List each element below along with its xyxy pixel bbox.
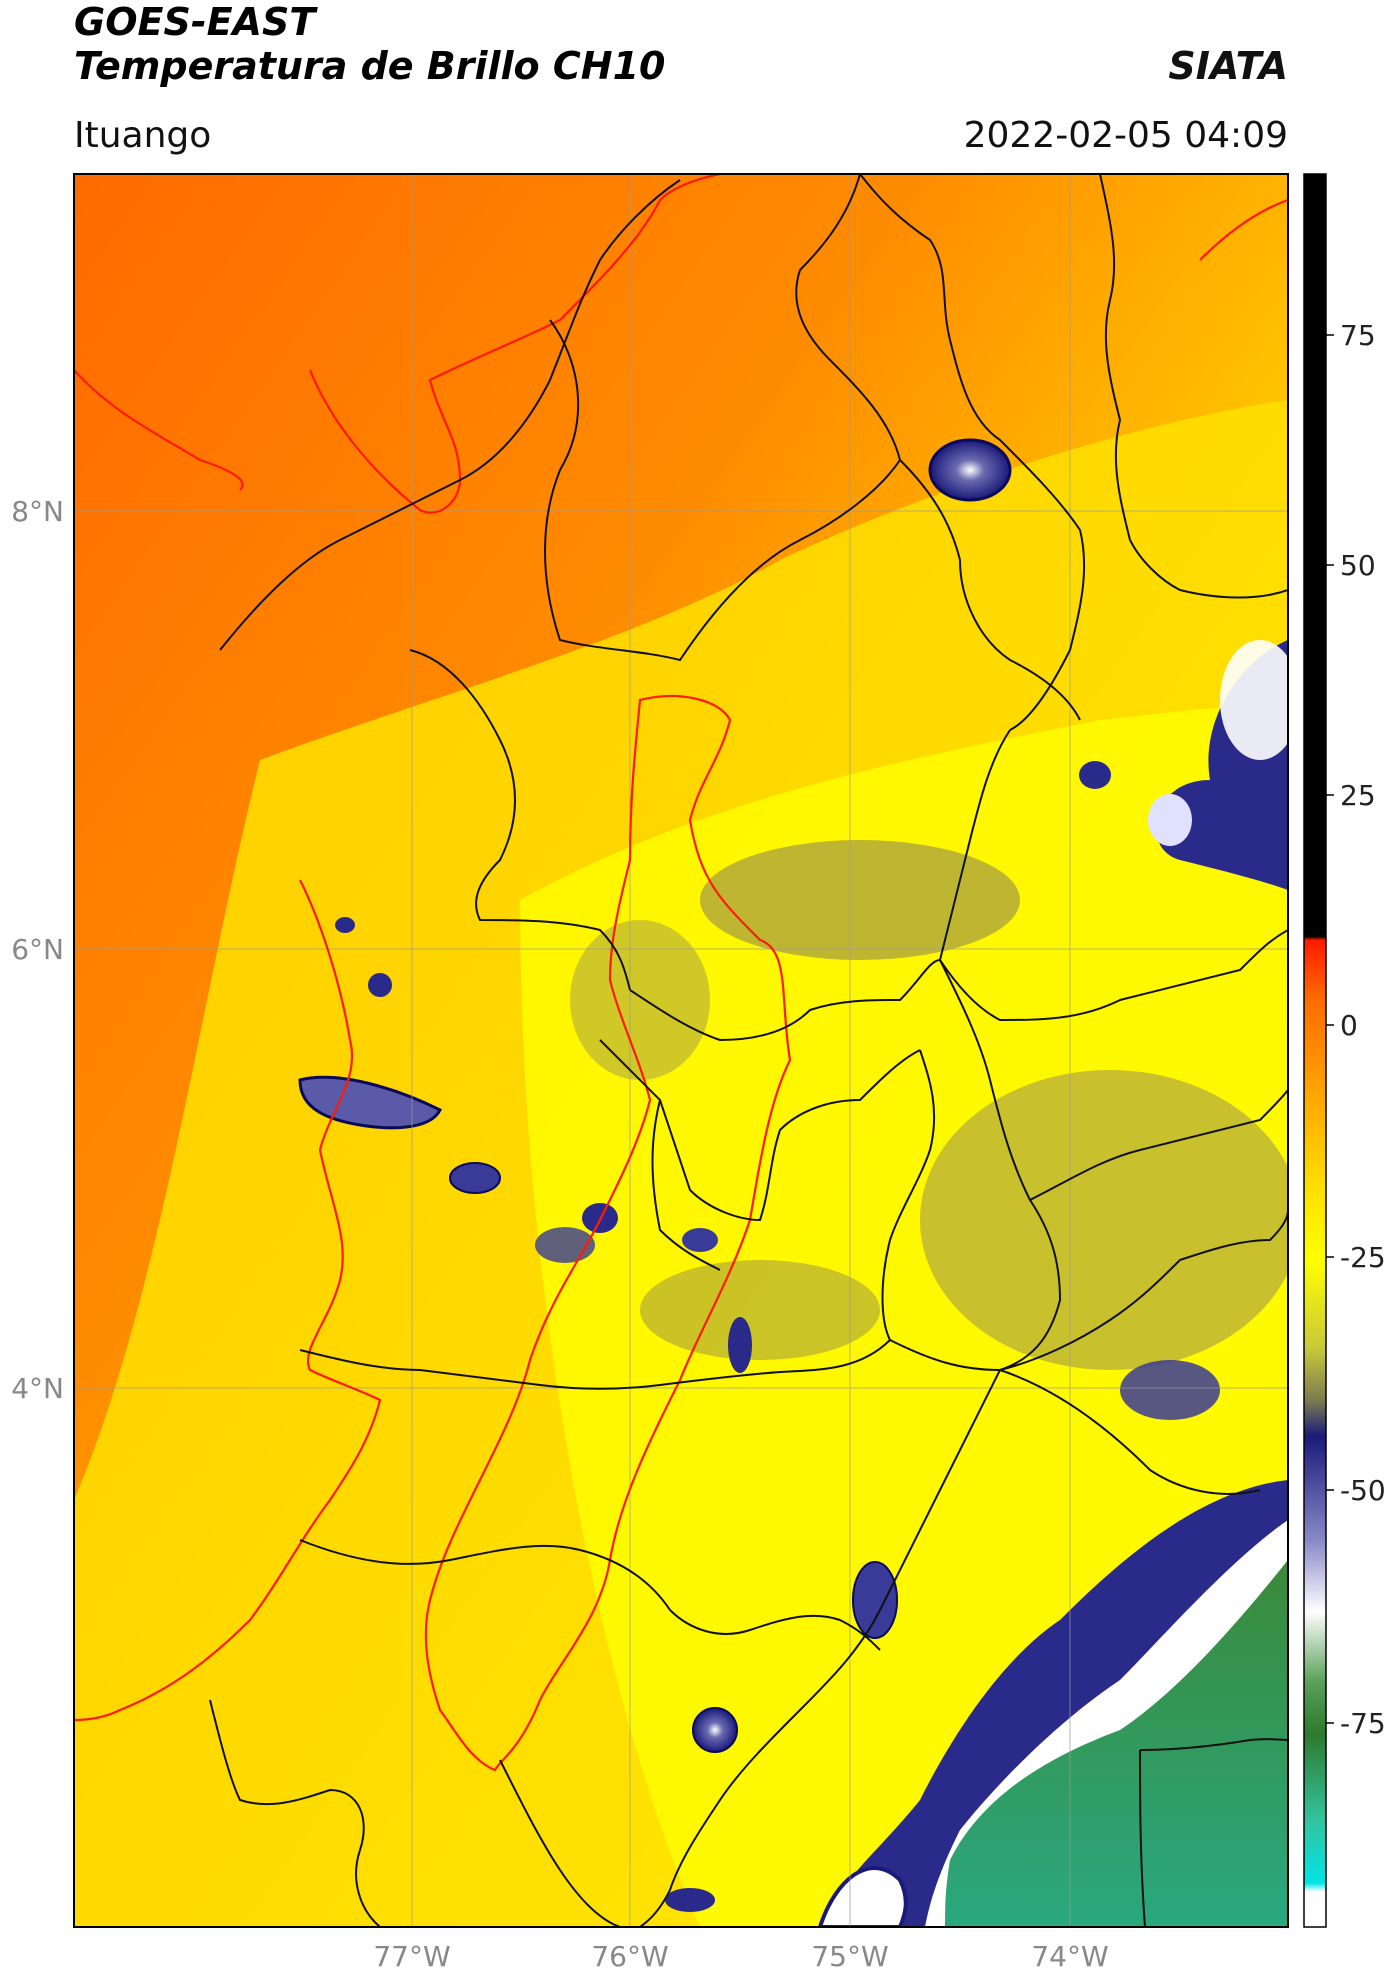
storm-cell (665, 1888, 715, 1912)
graticule (74, 174, 1288, 1927)
lon-tick-label: 76°W (591, 1940, 668, 1973)
storm-cell (368, 973, 392, 997)
colorbar-tick-label: -25 (1340, 1241, 1384, 1274)
storm-cell (692, 1707, 738, 1753)
cold-cloud-core (1220, 640, 1288, 760)
product-subtitle: Temperatura de Brillo CH10 (74, 44, 666, 88)
coastline (74, 174, 1288, 1772)
lat-tick-label: 6°N (11, 933, 64, 966)
olive-patch (640, 1260, 880, 1360)
colorbar-tick-label: 0 (1340, 1009, 1358, 1042)
product-title: GOES-EAST (74, 0, 316, 44)
cold-cloud-core (1148, 794, 1192, 846)
colorbar (1303, 173, 1327, 1928)
storm-cell (449, 1162, 501, 1194)
organization-label: SIATA (1168, 44, 1288, 88)
colorbar-tick-label: 75 (1340, 319, 1376, 352)
plot-frame (73, 173, 1289, 1928)
lon-tick-label: 74°W (1031, 1940, 1108, 1973)
lat-tick-label: 8°N (11, 495, 64, 528)
colorbar-tick-label: 50 (1340, 549, 1376, 582)
storm-cell (1120, 1360, 1220, 1420)
colorbar-tick-label: -50 (1340, 1474, 1384, 1507)
storm-cell (335, 917, 355, 933)
admin-boundaries (209, 174, 1288, 1927)
storm-cell (682, 1228, 718, 1252)
lon-tick-label: 77°W (373, 1940, 450, 1973)
storm-cell (1079, 761, 1111, 789)
colorbar-tick-label: 25 (1340, 779, 1376, 812)
coldest-cloud (945, 1560, 1288, 1927)
storm-cell (728, 1317, 752, 1373)
colorbar-tick-label: -75 (1340, 1707, 1384, 1740)
lon-tick-label: 75°W (811, 1940, 888, 1973)
storm-cell (535, 1227, 595, 1263)
storm-cell (298, 1075, 443, 1130)
timestamp-label: 2022-02-05 04:09 (963, 115, 1288, 156)
colorbar-ticks (1326, 334, 1334, 1724)
olive-patch (920, 1070, 1288, 1370)
cold-cloud-core (817, 1866, 908, 1927)
storm-cell (852, 1561, 898, 1639)
lat-tick-label: 4°N (11, 1372, 64, 1405)
region-label: Ituango (74, 115, 212, 156)
olive-patch (700, 840, 1020, 960)
olive-patch (570, 920, 710, 1080)
storm-cell (928, 438, 1012, 502)
